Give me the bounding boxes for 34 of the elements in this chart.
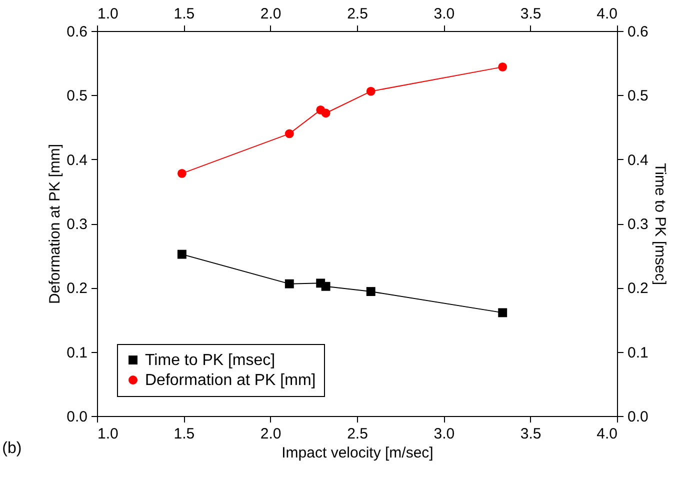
legend-label: Time to PK [msec] [145,352,276,369]
x-tick-label: 1.0 [98,426,118,442]
y2-axis-title: Time to PK [msec] [651,163,668,285]
y2-tick-label: 0.2 [628,280,648,298]
x2-tick-label: 3.0 [434,6,455,22]
y-tick-label: 0.6 [66,24,88,40]
y-axis-title: Deformation at PK [mm] [46,144,64,304]
x-tick-label: 2.0 [260,426,282,442]
y2-tick-label: 0.0 [628,408,648,426]
y-tick-label: 0.2 [66,280,88,298]
y-tick-label: 0.3 [66,216,88,233]
y-tick-label: 0.1 [66,344,88,362]
y-tick-label: 0.4 [66,152,88,169]
y2-tick-label: 0.6 [628,24,648,40]
x2-tick-label: 2.5 [347,6,368,22]
x2-tick-label: 4.0 [596,6,618,22]
x2-tick-label: 2.0 [260,6,282,22]
x2-tick-label: 1.0 [98,6,118,22]
x2-tick-label: 3.5 [520,6,542,22]
text: (b) [2,440,22,457]
legend-label: Deformation at PK [mm] [145,372,316,389]
x-axis-title: Impact velocity [m/sec] [282,444,434,462]
x-tick-label: 3.5 [520,426,542,442]
y2-tick-label: 0.3 [628,216,648,233]
x-tick-label: 1.5 [174,426,195,442]
y2-tick-label: 0.4 [628,152,648,169]
x2-tick-label: 1.5 [174,6,195,22]
y-tick-label: 0.0 [66,408,88,426]
x-tick-label: 2.5 [347,426,368,442]
y2-tick-label: 0.5 [628,88,648,105]
y2-tick-label: 0.1 [628,344,648,362]
x-tick-label: 4.0 [596,426,618,442]
y-tick-label: 0.5 [66,88,88,105]
x-tick-label: 3.0 [434,426,455,442]
